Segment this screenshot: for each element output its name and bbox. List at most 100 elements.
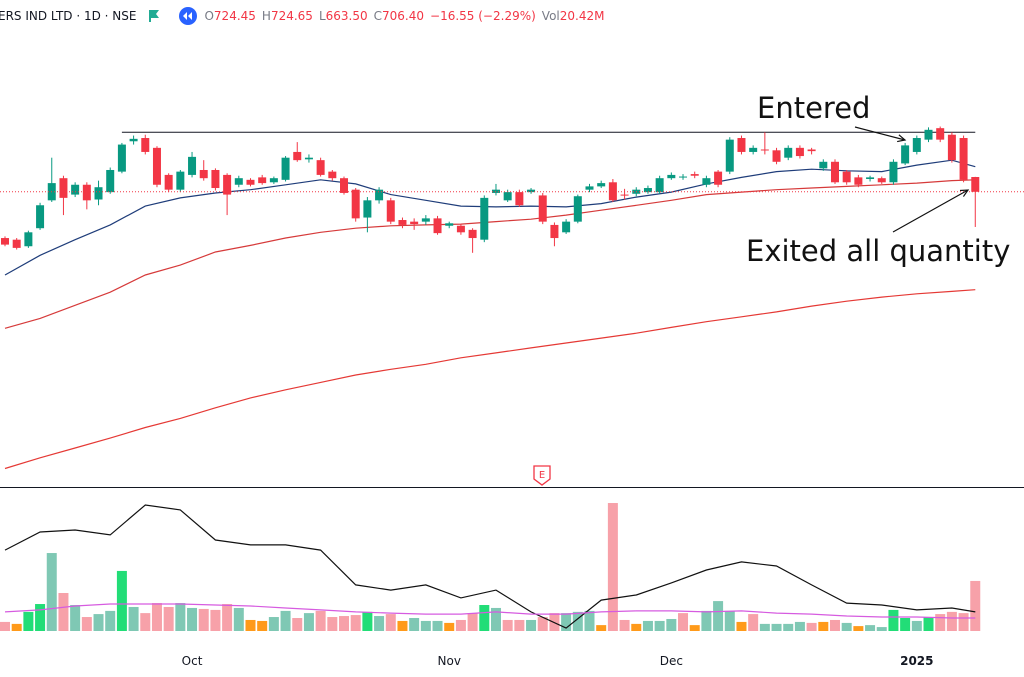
candle-body: [725, 139, 734, 172]
candle-body: [643, 188, 652, 193]
candle-body: [503, 192, 512, 201]
candle-body: [480, 197, 489, 240]
x-tick-label: Dec: [660, 654, 683, 668]
volume-bar: [502, 619, 513, 631]
indicator-line: [4, 289, 976, 470]
volume-bar: [888, 609, 899, 631]
volume-bar: [409, 618, 420, 631]
volume-bar: [666, 618, 677, 631]
candle-body: [410, 221, 419, 225]
candle-body: [363, 200, 372, 218]
volume-bar: [876, 627, 887, 631]
candle-body: [877, 178, 886, 183]
candle-body: [269, 178, 278, 183]
candle-body: [82, 184, 91, 201]
volume-bar: [806, 622, 817, 631]
candle-body: [527, 189, 536, 193]
candle-body: [445, 223, 454, 226]
volume-bar: [759, 623, 770, 631]
candle-body: [176, 171, 185, 190]
candle-body: [199, 169, 208, 179]
volume-bar: [596, 625, 607, 631]
volume-bar: [327, 617, 338, 631]
candle-body: [188, 156, 197, 175]
volume-bar: [222, 604, 233, 631]
candle-body: [760, 149, 769, 151]
volume-bar: [432, 620, 443, 631]
candle-body: [538, 195, 547, 222]
candle-body: [737, 138, 746, 152]
volume-bar: [315, 610, 326, 631]
volume-bar: [584, 610, 595, 631]
candle-body: [316, 160, 325, 175]
volume-bar: [853, 626, 864, 631]
volume-bar: [23, 611, 34, 631]
volume-bar: [151, 603, 162, 631]
candle-body: [223, 174, 232, 195]
candle-body: [398, 220, 407, 225]
candle-body: [234, 178, 243, 185]
candle-body: [1, 238, 9, 245]
candle-body: [211, 169, 220, 189]
candle-body: [655, 178, 664, 193]
candle-body: [947, 134, 956, 161]
volume-bar: [420, 620, 431, 631]
replay-icon[interactable]: [178, 6, 198, 26]
volume-bar: [607, 503, 618, 631]
volume-bar: [911, 620, 922, 631]
volume-bar: [537, 617, 548, 631]
arrow-head: [959, 189, 970, 197]
volume-bar: [923, 617, 934, 631]
candle-body: [164, 174, 173, 190]
volume-bar: [116, 570, 127, 631]
volume-bar: [455, 619, 466, 631]
candle-body: [620, 194, 629, 196]
flag-icon[interactable]: [146, 8, 162, 24]
candle-body: [854, 177, 863, 185]
volume-bar: [865, 625, 876, 631]
volume-bar: [280, 610, 291, 631]
candle-body: [690, 174, 699, 176]
candle-body: [129, 138, 138, 142]
candle-body: [842, 171, 851, 183]
symbol[interactable]: ERS IND LTD · 1D · NSE: [0, 9, 137, 23]
candle-body: [246, 179, 255, 185]
volume-bar: [374, 616, 385, 631]
ohlc-value: 663.50: [325, 9, 368, 23]
volume-bar: [210, 609, 221, 631]
candle-body: [924, 129, 933, 140]
volume-bar: [292, 618, 303, 631]
candle-body: [12, 239, 21, 248]
volume-bar: [11, 623, 22, 631]
volume-bar: [105, 610, 116, 631]
ohlc-value: 706.40: [382, 9, 425, 23]
volume-bar: [841, 622, 852, 631]
annotation: Exited all quantity: [746, 234, 1010, 268]
ohlc-value: 724.45: [213, 9, 256, 23]
candle-body: [749, 147, 758, 152]
candle-body: [819, 161, 828, 169]
candle-body: [936, 128, 945, 140]
volume-bar: [736, 621, 747, 631]
ohlc-value: 724.65: [270, 9, 313, 23]
volume-bar: [35, 604, 46, 631]
candle-body: [328, 171, 337, 179]
volume-bar: [444, 622, 455, 631]
x-tick-label: 2025: [900, 654, 933, 668]
volume-value: 20.42M: [559, 9, 605, 23]
volume-bar: [935, 614, 946, 631]
candle-body: [304, 157, 313, 160]
candle-body: [679, 176, 688, 178]
ohlc-key: H: [261, 9, 271, 23]
volume-bar: [748, 614, 759, 631]
volume-bar: [689, 625, 700, 631]
indicator-line: [4, 179, 976, 329]
volume-bar: [713, 601, 724, 631]
volume-bar: [549, 613, 560, 631]
candle-body: [889, 161, 898, 183]
marker-shape: [533, 465, 551, 486]
volume-bar: [140, 613, 151, 631]
volume-bar: [678, 613, 689, 631]
volume-bar: [163, 606, 174, 631]
